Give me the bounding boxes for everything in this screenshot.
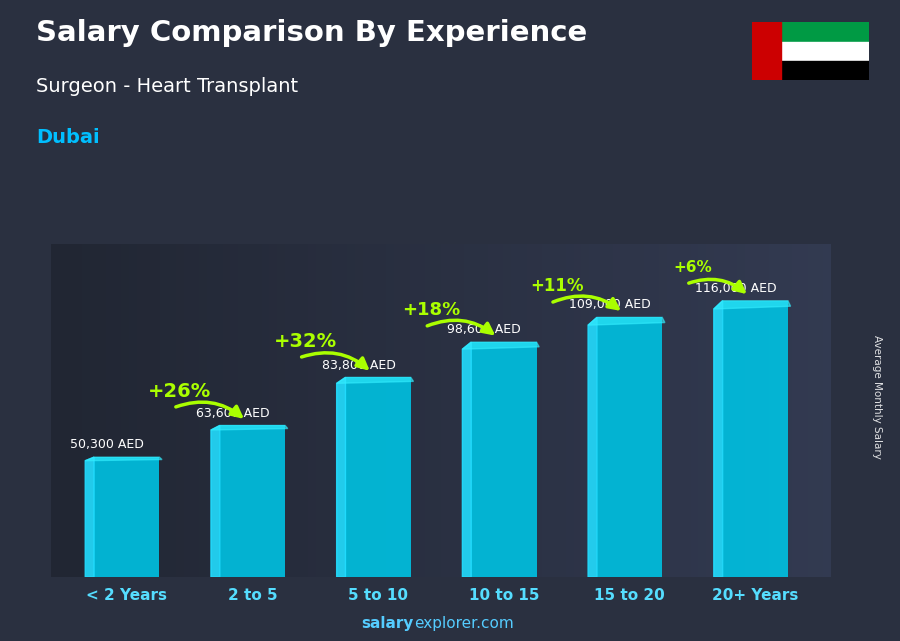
- FancyArrowPatch shape: [176, 402, 241, 417]
- Polygon shape: [211, 426, 288, 430]
- Bar: [752, 61, 868, 80]
- Polygon shape: [463, 342, 472, 577]
- Polygon shape: [714, 301, 723, 577]
- FancyArrowPatch shape: [553, 296, 618, 308]
- Polygon shape: [86, 457, 94, 577]
- Text: 50,300 AED: 50,300 AED: [70, 438, 144, 451]
- Text: 63,600 AED: 63,600 AED: [196, 407, 269, 420]
- Text: 109,000 AED: 109,000 AED: [569, 299, 651, 312]
- Text: +32%: +32%: [274, 331, 337, 351]
- Bar: [752, 42, 868, 61]
- Text: salary: salary: [362, 617, 414, 631]
- Text: +18%: +18%: [401, 301, 460, 319]
- FancyArrowPatch shape: [302, 353, 367, 368]
- Polygon shape: [337, 378, 346, 577]
- Text: Average Monthly Salary: Average Monthly Salary: [872, 335, 883, 460]
- Text: Surgeon - Heart Transplant: Surgeon - Heart Transplant: [36, 77, 298, 96]
- Text: +11%: +11%: [530, 278, 583, 296]
- Text: Dubai: Dubai: [36, 128, 100, 147]
- Polygon shape: [463, 342, 539, 349]
- Text: 116,000 AED: 116,000 AED: [695, 282, 777, 295]
- Polygon shape: [588, 317, 597, 577]
- Polygon shape: [337, 378, 413, 383]
- Text: 83,800 AED: 83,800 AED: [321, 359, 395, 372]
- Polygon shape: [86, 457, 162, 461]
- Text: explorer.com: explorer.com: [414, 617, 514, 631]
- Polygon shape: [211, 426, 220, 577]
- Bar: [597, 317, 662, 577]
- Polygon shape: [714, 301, 790, 309]
- Text: +6%: +6%: [673, 260, 712, 275]
- Polygon shape: [588, 317, 665, 325]
- Bar: [752, 22, 781, 80]
- Bar: [723, 301, 788, 577]
- Bar: [220, 426, 285, 577]
- Bar: [752, 22, 868, 42]
- FancyArrowPatch shape: [688, 279, 744, 292]
- Bar: [94, 457, 159, 577]
- Text: Salary Comparison By Experience: Salary Comparison By Experience: [36, 19, 587, 47]
- Bar: [472, 342, 536, 577]
- Text: +26%: +26%: [148, 381, 211, 401]
- Bar: [346, 378, 410, 577]
- Text: 98,600 AED: 98,600 AED: [447, 324, 521, 337]
- FancyArrowPatch shape: [428, 320, 492, 333]
